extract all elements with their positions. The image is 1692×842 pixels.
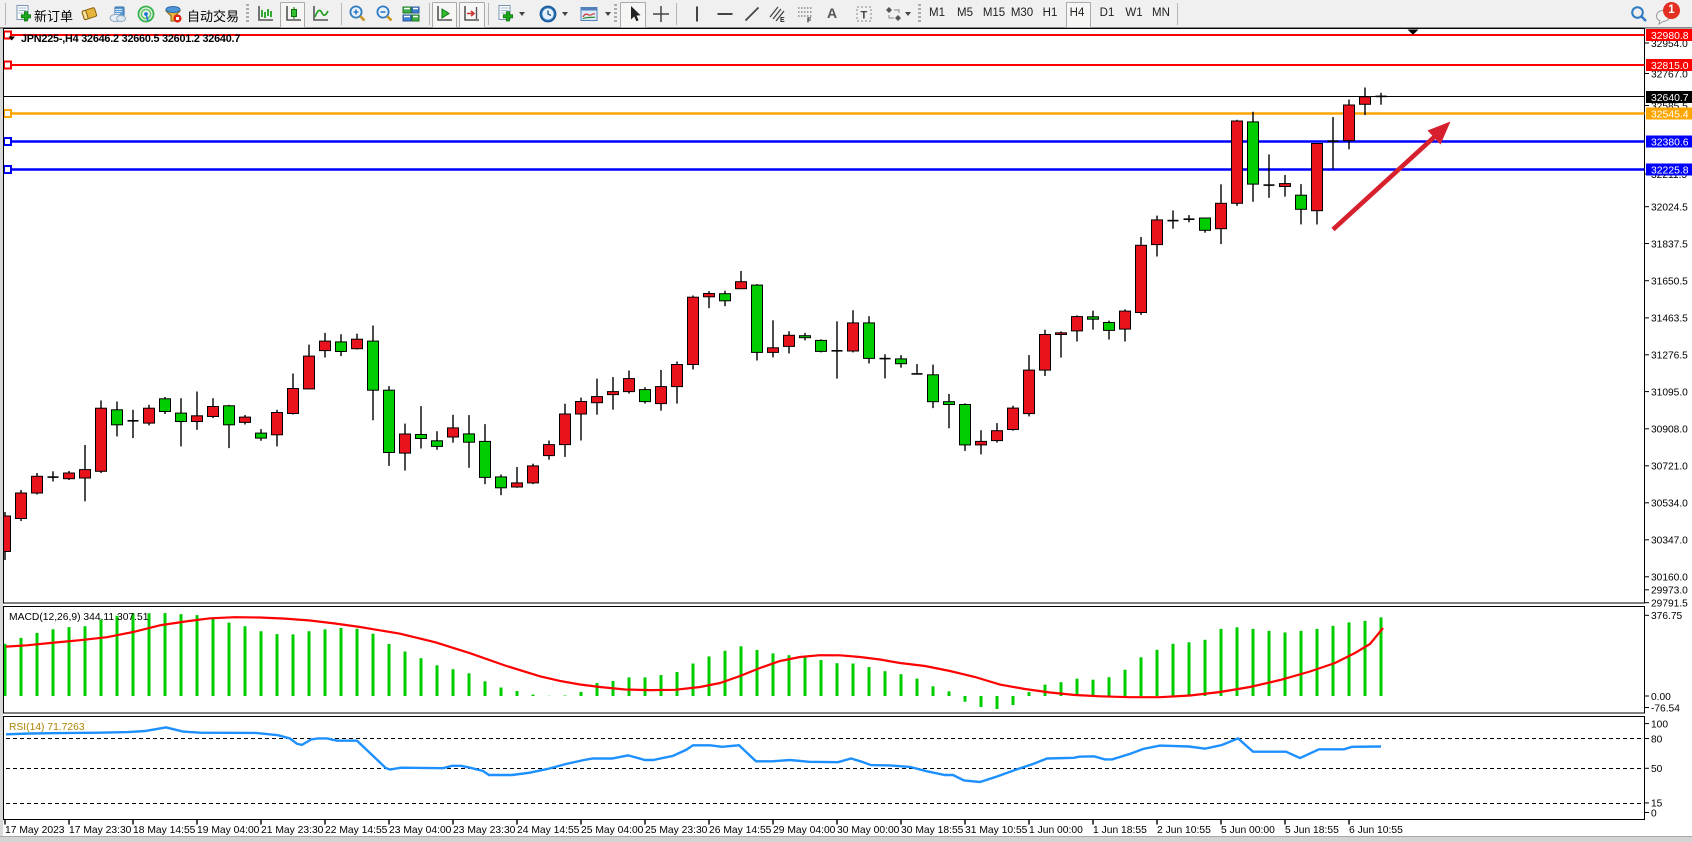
- svg-text:22 May 14:55: 22 May 14:55: [325, 825, 388, 836]
- svg-text:RSI(14) 71.7263: RSI(14) 71.7263: [9, 722, 85, 733]
- svg-text:MACD(12,26,9) 344.11 307.51: MACD(12,26,9) 344.11 307.51: [9, 612, 149, 623]
- svg-text:25 May 04:00: 25 May 04:00: [581, 825, 644, 836]
- svg-text:23 May 04:00: 23 May 04:00: [389, 825, 452, 836]
- svg-text:376.75: 376.75: [1651, 611, 1682, 622]
- svg-text:2 Jun 10:55: 2 Jun 10:55: [1157, 825, 1211, 836]
- svg-text:5 Jun 00:00: 5 Jun 00:00: [1221, 825, 1275, 836]
- svg-text:32980.8: 32980.8: [1651, 31, 1689, 42]
- svg-text:26 May 14:55: 26 May 14:55: [709, 825, 772, 836]
- svg-text:31276.5: 31276.5: [1651, 351, 1688, 362]
- svg-text:32024.5: 32024.5: [1651, 203, 1688, 214]
- svg-text:18 May 14:55: 18 May 14:55: [133, 825, 196, 836]
- svg-text:32954.0: 32954.0: [1651, 39, 1688, 50]
- svg-text:5 Jun 18:55: 5 Jun 18:55: [1285, 825, 1339, 836]
- svg-text:32640.7: 32640.7: [1651, 93, 1689, 104]
- svg-text:31837.5: 31837.5: [1651, 239, 1688, 250]
- svg-text:15: 15: [1651, 799, 1663, 810]
- svg-text:80: 80: [1651, 734, 1663, 745]
- svg-text:25 May 23:30: 25 May 23:30: [645, 825, 708, 836]
- svg-text:1 Jun 18:55: 1 Jun 18:55: [1093, 825, 1147, 836]
- svg-text:1 Jun 00:00: 1 Jun 00:00: [1029, 825, 1083, 836]
- svg-text:32545.4: 32545.4: [1651, 110, 1689, 121]
- svg-text:F: F: [807, 18, 812, 24]
- svg-text:24 May 14:55: 24 May 14:55: [517, 825, 580, 836]
- svg-text:30721.0: 30721.0: [1651, 462, 1688, 473]
- svg-text:19 May 04:00: 19 May 04:00: [197, 825, 260, 836]
- svg-text:31650.5: 31650.5: [1651, 277, 1688, 288]
- svg-text:21 May 23:30: 21 May 23:30: [261, 825, 324, 836]
- svg-text:17 May 23:30: 17 May 23:30: [69, 825, 132, 836]
- svg-text:32767.0: 32767.0: [1651, 69, 1688, 80]
- svg-text:31095.0: 31095.0: [1651, 387, 1688, 398]
- svg-text:T: T: [861, 10, 868, 22]
- svg-text:32225.8: 32225.8: [1651, 166, 1689, 177]
- svg-text:30908.0: 30908.0: [1651, 425, 1688, 436]
- svg-text:17 May 2023: 17 May 2023: [5, 825, 65, 836]
- svg-text:30160.0: 30160.0: [1651, 573, 1688, 584]
- svg-text:32815.0: 32815.0: [1651, 61, 1689, 72]
- svg-text:30 May 18:55: 30 May 18:55: [901, 825, 964, 836]
- svg-text:29791.5: 29791.5: [1651, 599, 1688, 610]
- svg-text:0: 0: [1651, 808, 1657, 819]
- svg-text:-76.54: -76.54: [1651, 703, 1680, 714]
- svg-text:E: E: [780, 17, 785, 23]
- svg-text:23 May 23:30: 23 May 23:30: [453, 825, 516, 836]
- svg-text:29 May 04:00: 29 May 04:00: [773, 825, 836, 836]
- svg-text:100: 100: [1651, 719, 1668, 730]
- svg-text:31463.5: 31463.5: [1651, 314, 1688, 325]
- svg-text:30 May 00:00: 30 May 00:00: [837, 825, 900, 836]
- svg-text:31 May 10:55: 31 May 10:55: [965, 825, 1028, 836]
- svg-text:32380.6: 32380.6: [1651, 138, 1689, 149]
- svg-text:0.00: 0.00: [1651, 692, 1671, 703]
- svg-text:50: 50: [1651, 764, 1663, 775]
- svg-text:32585.5: 32585.5: [1651, 101, 1688, 112]
- svg-text:29973.0: 29973.0: [1651, 586, 1688, 597]
- svg-text:6 Jun 10:55: 6 Jun 10:55: [1349, 825, 1403, 836]
- svg-text:30534.0: 30534.0: [1651, 499, 1688, 510]
- svg-text:JPN225-,H4 32646.2 32660.5 32: JPN225-,H4 32646.2 32660.5 32601.2 32640…: [21, 33, 240, 45]
- svg-text:30347.0: 30347.0: [1651, 536, 1688, 547]
